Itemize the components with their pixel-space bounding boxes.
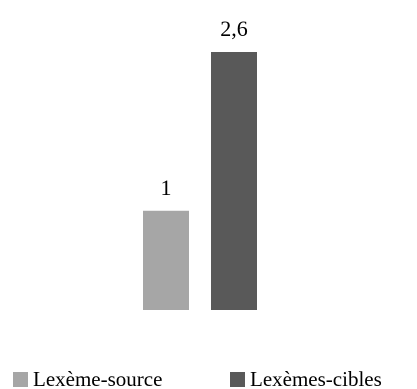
legend: Lexème-source Lexèmes-cibles	[13, 367, 382, 389]
value-labels-group: 12,6	[161, 16, 248, 200]
bar-lexeme-source	[143, 210, 189, 310]
value-label-lexeme-source: 1	[161, 175, 172, 200]
legend-label-lexemes-cibles: Lexèmes-cibles	[250, 367, 382, 389]
bars-group	[143, 52, 257, 310]
legend-swatch-lexemes-cibles	[230, 372, 245, 387]
legend-label-lexeme-source: Lexème-source	[33, 367, 162, 389]
bar-lexemes-cibles	[211, 52, 257, 310]
value-label-lexemes-cibles: 2,6	[220, 16, 248, 41]
legend-swatch-lexeme-source	[13, 372, 28, 387]
